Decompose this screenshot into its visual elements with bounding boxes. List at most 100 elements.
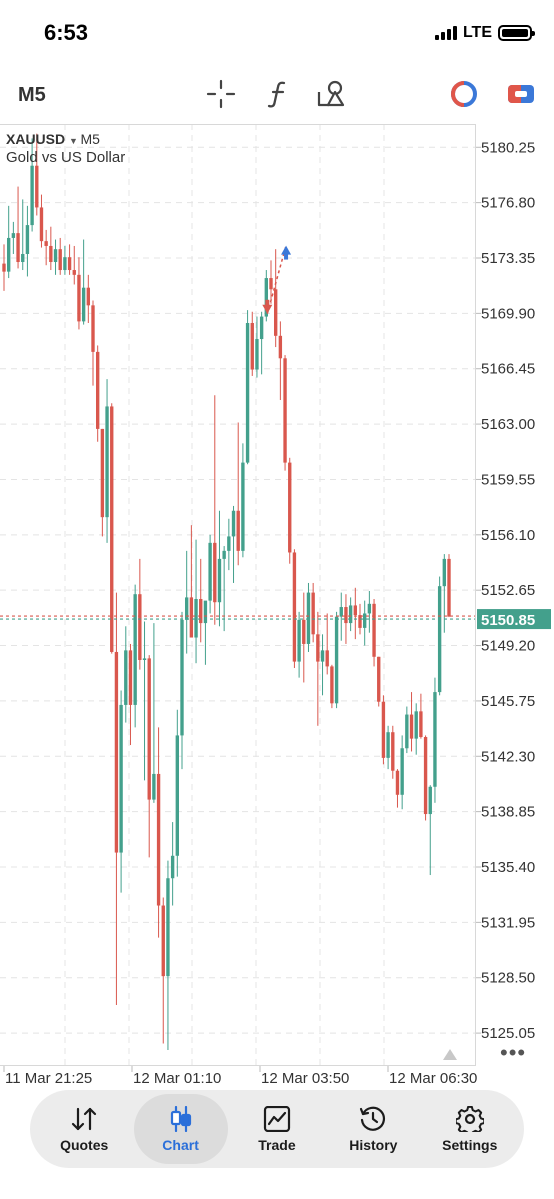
candle-body <box>58 249 62 271</box>
candle-body <box>72 270 76 275</box>
candle-body <box>391 732 395 771</box>
candle-body <box>39 207 44 242</box>
price-chart[interactable]: 5180.25 5176.80 5173.35 5169.90 5166.45 5163.… <box>0 124 554 1090</box>
candle-body <box>325 650 329 667</box>
chart-shift-icon <box>443 1049 457 1060</box>
crosshair-icon[interactable] <box>205 78 237 110</box>
candle-body <box>199 599 203 624</box>
y-tick-label: 5166.45 <box>481 361 535 378</box>
more-options-icon[interactable]: ••• <box>500 1040 527 1065</box>
candle-body <box>184 597 189 620</box>
candle-body <box>175 735 180 856</box>
candle-body <box>231 510 236 537</box>
candle-body <box>306 592 311 644</box>
tab-chart[interactable]: Chart <box>133 1094 228 1164</box>
candle-body <box>236 510 240 551</box>
tab-quotes[interactable]: Quotes <box>37 1094 131 1164</box>
x-tick-label: 12 Mar 01:10 <box>133 1070 221 1087</box>
tab-trade[interactable]: Trade <box>230 1094 324 1164</box>
chart-frame <box>0 124 476 1066</box>
candle-body <box>348 605 353 624</box>
candle-body <box>320 650 325 662</box>
status-bar: 6:53 LTE <box>0 0 554 64</box>
y-tick-label: 5131.95 <box>481 914 535 931</box>
candle-body <box>217 558 222 603</box>
symbol-name: XAUUSD <box>6 131 66 147</box>
sell-arrow-icon <box>262 304 273 314</box>
candle-body <box>11 233 16 238</box>
bottom-tab-bar: Quotes Chart Trade History <box>30 1090 524 1168</box>
candle-body <box>358 615 362 628</box>
candle-body <box>194 599 198 638</box>
candle-body <box>35 165 39 208</box>
candle-body <box>250 322 254 370</box>
cellular-signal-icon <box>434 26 457 40</box>
candle-body <box>124 650 128 705</box>
candle-body <box>316 634 320 662</box>
y-tick-label: 5159.55 <box>481 471 535 488</box>
candle-body <box>442 558 447 587</box>
settings-icon <box>455 1105 484 1132</box>
current-price-label: 5150.85 <box>481 612 535 629</box>
candle-body <box>245 322 250 463</box>
candle-body <box>405 714 409 749</box>
tab-trade-label: Trade <box>258 1136 296 1153</box>
y-tick-label: 5125.05 <box>481 1025 535 1042</box>
candle-body <box>353 605 358 616</box>
candle-body <box>264 278 269 317</box>
candle-body <box>161 905 165 977</box>
buy-arrow-stem <box>284 253 289 260</box>
status-time: 6:53 <box>44 20 89 45</box>
candle-body <box>437 586 442 693</box>
objects-icon[interactable] <box>316 78 348 110</box>
candle-body <box>30 165 34 226</box>
candle-body <box>21 253 25 263</box>
tab-history[interactable]: History <box>326 1094 420 1164</box>
candle-body <box>447 558 451 617</box>
candle-body <box>433 692 437 787</box>
trade-levels-icon[interactable] <box>448 78 480 110</box>
candle-body <box>133 594 137 705</box>
y-tick-label: 5180.25 <box>481 139 535 156</box>
candle-body <box>278 335 283 359</box>
chart-icon <box>170 1105 191 1132</box>
candle-body <box>114 651 119 853</box>
x-tick-label: 11 Mar 21:25 <box>5 1070 92 1087</box>
candle-body <box>86 287 91 306</box>
candle-body <box>95 351 100 429</box>
candle-body <box>25 225 30 254</box>
candle-body <box>409 714 414 739</box>
timeframe-button[interactable]: M5 <box>18 84 46 106</box>
candle-body <box>428 786 432 815</box>
symbol-header[interactable]: XAUUSD ▼ M5 <box>6 131 100 147</box>
candle-body <box>255 339 259 370</box>
candle-body <box>419 711 423 738</box>
candle-body <box>292 552 297 662</box>
y-tick-label: 5173.35 <box>481 250 535 267</box>
candle-body <box>344 607 348 624</box>
y-tick-label: 5152.65 <box>481 582 535 599</box>
function-icon[interactable] <box>262 78 294 110</box>
symbol-period: M5 <box>80 131 100 147</box>
y-tick-label: 5145.75 <box>481 693 535 710</box>
history-icon <box>360 1106 386 1131</box>
candle-body <box>180 619 184 736</box>
candle-body <box>241 462 245 551</box>
candle-body <box>273 289 278 336</box>
y-tick-label: 5142.30 <box>481 748 535 765</box>
y-tick-label: 5156.10 <box>481 527 535 544</box>
candle-body <box>53 249 58 263</box>
candle-body <box>81 287 86 322</box>
candle-body <box>330 666 334 704</box>
candle-body <box>208 542 212 601</box>
candle-body <box>400 748 404 795</box>
tab-settings[interactable]: Settings <box>423 1094 517 1164</box>
x-tick-label: 12 Mar 06:30 <box>389 1070 477 1087</box>
candle-body <box>166 878 170 977</box>
candle-body <box>269 278 273 290</box>
one-click-trading-icon[interactable] <box>505 78 537 110</box>
symbol-dropdown-icon[interactable]: ▼ <box>69 136 81 146</box>
tab-settings-label: Settings <box>442 1136 498 1153</box>
chart-area[interactable]: 5180.25 5176.80 5173.35 5169.90 5166.45 5163.… <box>0 124 554 1090</box>
chart-toolbar: M5 <box>0 64 554 124</box>
